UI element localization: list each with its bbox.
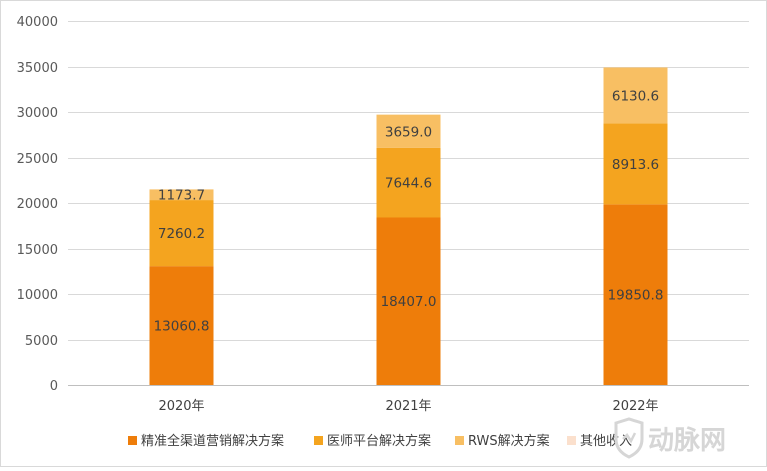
bar-segment [149, 266, 214, 385]
y-tick-label: 40000 [17, 15, 58, 30]
x-axis-ticks: 2020年 2021年 2022年 [158, 399, 658, 414]
y-tick-label: 25000 [17, 152, 58, 167]
data-label: 18407.0 [381, 294, 437, 310]
bar-segment [603, 67, 668, 124]
bar-segment [376, 147, 441, 218]
legend-swatch [455, 436, 464, 445]
data-label: 8913.6 [612, 157, 659, 173]
legend-swatch [567, 436, 576, 445]
data-labels: 13060.8 7260.2 1173.7 18407.0 7644.6 3659.0 19… [154, 88, 664, 334]
data-label: 7644.6 [385, 176, 432, 192]
y-tick-label: 35000 [17, 61, 58, 76]
legend-swatch [314, 436, 323, 445]
data-label: 19850.8 [608, 288, 664, 304]
watermark: 动脉网 [614, 417, 726, 459]
bar-segment [149, 189, 214, 201]
bar-segment [603, 123, 668, 205]
y-tick-label: 20000 [17, 197, 58, 212]
watermark-text: 动脉网 [648, 426, 726, 456]
data-label: 6130.6 [612, 88, 659, 104]
y-tick-label: 0 [50, 379, 58, 394]
y-tick-label: 15000 [17, 243, 58, 258]
bar-segment [376, 217, 441, 385]
bar-segment [376, 114, 441, 148]
shield-logo-icon [614, 417, 644, 459]
data-label: 7260.2 [158, 226, 205, 242]
bar-segment [603, 204, 668, 385]
x-tick-label: 2022年 [612, 399, 658, 414]
x-tick-label: 2021年 [385, 399, 431, 414]
y-tick-label: 10000 [17, 288, 58, 303]
legend-label: 医师平台解决方案 [327, 433, 431, 449]
x-tick-label: 2020年 [158, 399, 204, 414]
legend-label: 精准全渠道营销解决方案 [141, 433, 284, 449]
legend: 精准全渠道营销解决方案 医师平台解决方案 RWS解决方案 其他收入 [128, 433, 632, 449]
y-tick-label: 30000 [17, 106, 58, 121]
bars [149, 67, 668, 385]
legend-label: 其他收入 [580, 434, 632, 449]
data-label: 13060.8 [154, 319, 210, 335]
data-label: 1173.7 [158, 188, 205, 204]
data-label: 3659.0 [385, 124, 432, 140]
y-tick-label: 5000 [25, 334, 58, 349]
y-axis-ticks: 0 5000 10000 15000 20000 25000 30000 35000 40000 [17, 15, 58, 394]
bar-segment [149, 200, 214, 267]
legend-swatch [128, 436, 137, 445]
legend-label: RWS解决方案 [468, 433, 550, 449]
